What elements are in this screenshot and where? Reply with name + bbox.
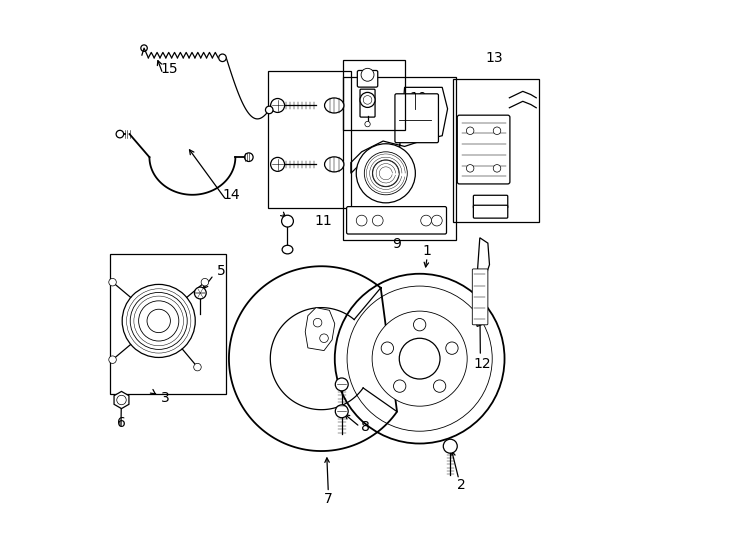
- Circle shape: [443, 439, 457, 453]
- Text: 11: 11: [314, 214, 332, 227]
- FancyBboxPatch shape: [473, 205, 508, 218]
- Circle shape: [432, 215, 442, 226]
- FancyBboxPatch shape: [473, 195, 508, 208]
- Circle shape: [320, 334, 328, 342]
- Circle shape: [194, 363, 201, 371]
- Circle shape: [313, 319, 322, 327]
- Text: 7: 7: [324, 492, 333, 507]
- Circle shape: [361, 69, 374, 81]
- Circle shape: [335, 378, 348, 391]
- Circle shape: [360, 92, 375, 107]
- Circle shape: [335, 405, 348, 418]
- FancyBboxPatch shape: [472, 269, 488, 325]
- Circle shape: [365, 122, 370, 127]
- Circle shape: [195, 287, 206, 299]
- Text: 2: 2: [457, 478, 466, 492]
- Polygon shape: [114, 392, 129, 409]
- Polygon shape: [474, 238, 490, 326]
- Circle shape: [116, 130, 123, 138]
- Circle shape: [271, 98, 285, 112]
- Circle shape: [335, 274, 504, 443]
- FancyBboxPatch shape: [395, 94, 438, 143]
- Text: 8: 8: [361, 420, 370, 434]
- Circle shape: [122, 285, 195, 357]
- Text: 3: 3: [161, 391, 170, 405]
- Circle shape: [372, 311, 467, 406]
- Circle shape: [399, 338, 440, 379]
- Circle shape: [493, 127, 501, 134]
- Ellipse shape: [324, 157, 344, 172]
- Text: 13: 13: [485, 51, 503, 65]
- Circle shape: [266, 106, 273, 114]
- Circle shape: [421, 215, 432, 226]
- Text: 1: 1: [423, 244, 432, 258]
- Text: 9: 9: [392, 237, 401, 251]
- Circle shape: [282, 215, 294, 227]
- Circle shape: [433, 380, 446, 392]
- Text: 14: 14: [223, 188, 241, 202]
- Circle shape: [219, 54, 226, 62]
- Circle shape: [244, 153, 253, 161]
- Circle shape: [413, 319, 426, 331]
- FancyBboxPatch shape: [357, 71, 378, 87]
- Circle shape: [201, 279, 208, 286]
- FancyBboxPatch shape: [346, 207, 446, 234]
- Text: 15: 15: [161, 62, 178, 76]
- Circle shape: [109, 279, 116, 286]
- Polygon shape: [229, 266, 397, 451]
- Circle shape: [271, 157, 285, 171]
- Text: 4: 4: [281, 214, 290, 227]
- Circle shape: [147, 309, 170, 333]
- Ellipse shape: [282, 245, 293, 254]
- Ellipse shape: [324, 98, 344, 113]
- Circle shape: [466, 127, 474, 134]
- FancyBboxPatch shape: [457, 115, 510, 184]
- Text: 10: 10: [410, 91, 427, 105]
- Polygon shape: [351, 87, 448, 173]
- FancyBboxPatch shape: [360, 89, 375, 117]
- Text: 12: 12: [473, 357, 491, 371]
- Circle shape: [393, 380, 406, 392]
- Text: 5: 5: [217, 264, 226, 278]
- Circle shape: [493, 165, 501, 172]
- Circle shape: [109, 356, 116, 363]
- Circle shape: [446, 342, 458, 354]
- Circle shape: [356, 215, 367, 226]
- Circle shape: [356, 144, 415, 203]
- Polygon shape: [305, 308, 335, 350]
- Circle shape: [139, 301, 179, 341]
- Circle shape: [381, 342, 393, 354]
- Circle shape: [372, 215, 383, 226]
- Circle shape: [466, 165, 474, 172]
- Text: 6: 6: [117, 416, 126, 430]
